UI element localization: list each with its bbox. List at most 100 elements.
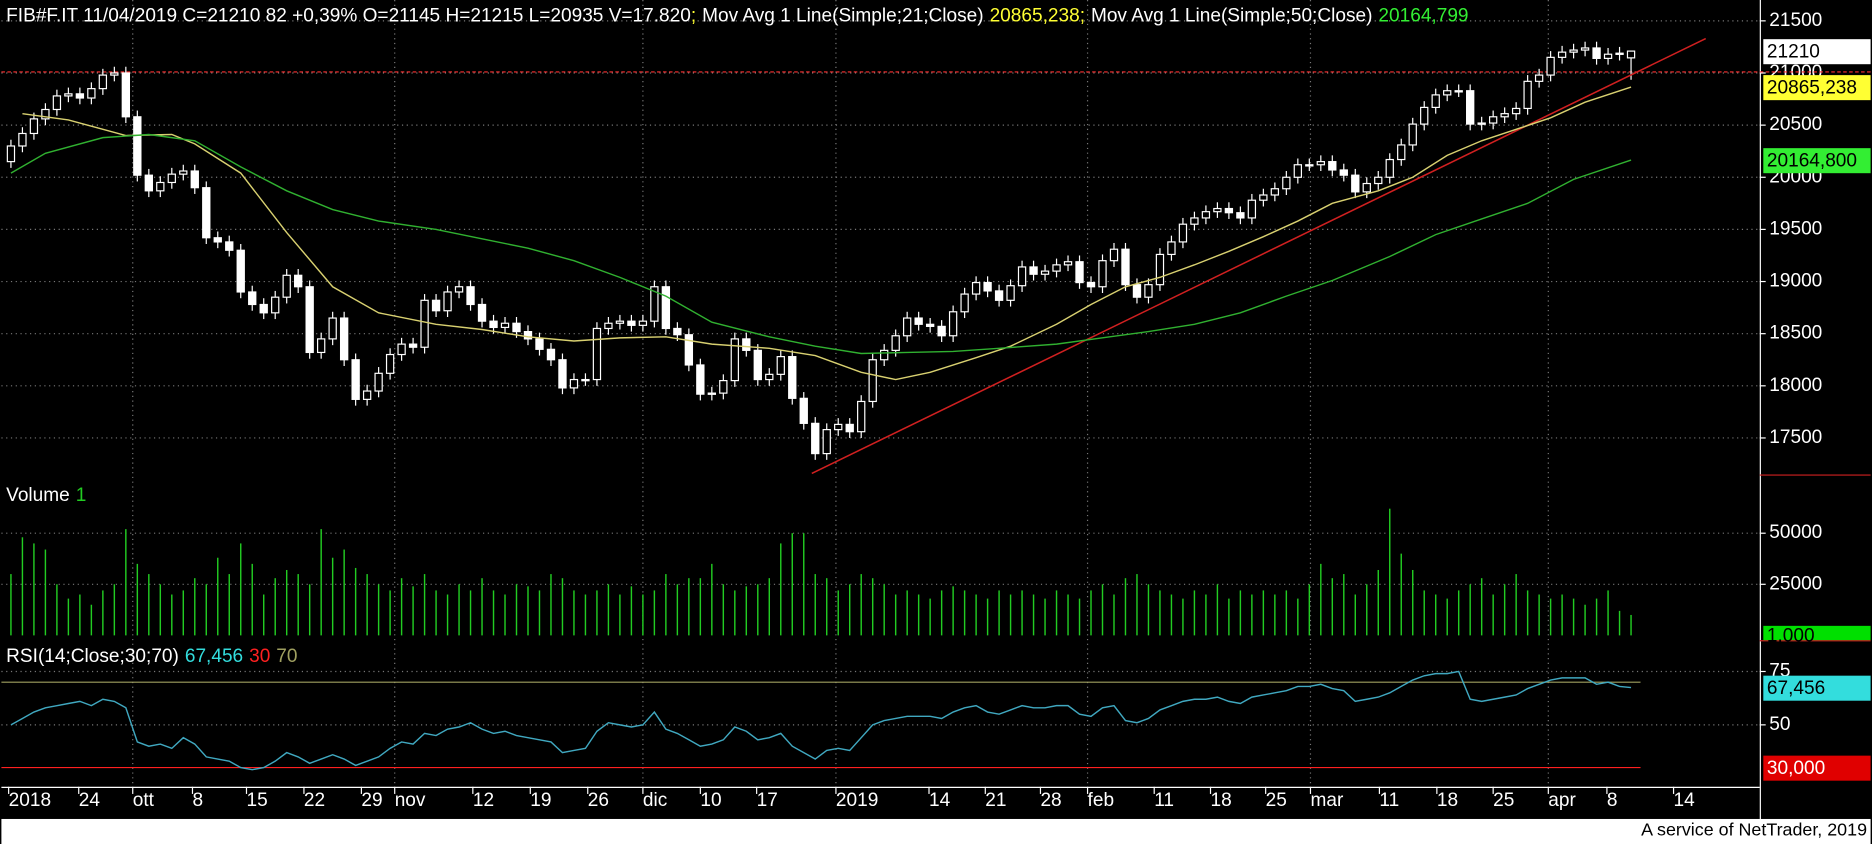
candle-body bbox=[696, 364, 705, 395]
candle-body bbox=[1305, 164, 1314, 167]
rsi-line bbox=[10, 670, 1632, 771]
volume-bar bbox=[642, 594, 644, 636]
candle-body bbox=[1029, 266, 1038, 275]
x-tick-label: 12 bbox=[473, 790, 494, 811]
candle-body bbox=[1132, 284, 1142, 298]
volume-bar bbox=[492, 590, 495, 636]
x-tick-label: mar bbox=[1310, 790, 1343, 811]
candle-body bbox=[144, 174, 153, 192]
volume-bar bbox=[1320, 563, 1322, 636]
x-tick-label: 25 bbox=[1266, 790, 1287, 811]
volume-bar bbox=[1561, 594, 1563, 636]
volume-bar bbox=[33, 543, 35, 636]
candle-body bbox=[1213, 207, 1222, 213]
candle-body bbox=[179, 170, 188, 175]
volume-bar bbox=[665, 574, 667, 636]
candle-body bbox=[765, 373, 774, 381]
volume-bar bbox=[837, 590, 839, 636]
volume-bar bbox=[711, 563, 713, 636]
volume-bar bbox=[757, 584, 759, 636]
rsi-box bbox=[1763, 675, 1871, 701]
footer: A service of NetTrader, 2019 bbox=[1641, 820, 1867, 840]
candle-body bbox=[167, 173, 176, 184]
volume-bar bbox=[1423, 590, 1425, 636]
candle-body bbox=[305, 286, 314, 354]
candle-body bbox=[374, 372, 383, 392]
candle-body bbox=[1155, 253, 1165, 286]
volume-bar bbox=[1044, 598, 1046, 636]
volume-bar bbox=[573, 590, 575, 636]
volume-bar bbox=[1182, 598, 1184, 636]
volume-bar bbox=[1262, 590, 1265, 636]
header-separator: ; bbox=[1080, 6, 1085, 27]
candle-body bbox=[362, 390, 372, 400]
rsi-name: RSI(14;Close;30;70) bbox=[6, 646, 179, 667]
candle-body bbox=[190, 170, 199, 189]
candle-body bbox=[1201, 211, 1211, 219]
candle-body bbox=[1592, 47, 1601, 59]
volume-value-label: 1.000 bbox=[1767, 626, 1815, 647]
candle-body bbox=[1270, 188, 1280, 196]
volume-bar bbox=[377, 584, 380, 636]
volume-bar bbox=[860, 574, 862, 636]
x-tick-label: 19 bbox=[530, 790, 551, 811]
x-tick-label: 11 bbox=[1379, 790, 1399, 811]
moving-average-line bbox=[10, 133, 1632, 355]
volume-bar bbox=[274, 578, 276, 636]
candle-body bbox=[925, 323, 935, 327]
volume-bar bbox=[285, 569, 288, 636]
candle-body bbox=[753, 349, 762, 381]
volume-bar bbox=[1055, 590, 1058, 636]
candle-body bbox=[742, 338, 751, 351]
volume-bar bbox=[998, 590, 1000, 636]
candle-body bbox=[1247, 199, 1257, 219]
volume-bar bbox=[1331, 578, 1334, 636]
x-tick-label: 11 bbox=[1154, 790, 1174, 811]
volume-bar bbox=[343, 549, 345, 636]
candle-body bbox=[1454, 90, 1463, 93]
volume-bar bbox=[136, 563, 139, 636]
volume-bar bbox=[975, 594, 977, 636]
volume-bar bbox=[963, 590, 966, 636]
y-tick-label: 50 bbox=[1769, 714, 1790, 735]
candle-body bbox=[592, 327, 602, 381]
candle-body bbox=[420, 299, 429, 348]
candle-body bbox=[891, 335, 900, 351]
x-tick-label: dic bbox=[643, 790, 668, 811]
candle-body bbox=[673, 327, 682, 336]
volume-bar bbox=[584, 594, 587, 636]
candle-body bbox=[799, 397, 808, 424]
volume-header: Volume 1 bbox=[6, 485, 86, 506]
candle-body bbox=[650, 286, 659, 322]
candle-body bbox=[316, 338, 326, 354]
volume-bar bbox=[1101, 584, 1104, 636]
candle-body bbox=[1086, 281, 1096, 288]
volume-bar bbox=[1274, 594, 1276, 636]
legend-name: Mov Avg 1 Line(Simple;50;Close) bbox=[1091, 6, 1373, 27]
candle-body bbox=[1109, 248, 1119, 262]
candle-body bbox=[156, 181, 165, 192]
x-tick-label: 29 bbox=[361, 790, 382, 811]
volume-bar bbox=[550, 574, 552, 636]
candle-body bbox=[937, 325, 946, 337]
last-price-box bbox=[1763, 39, 1871, 65]
candle-body bbox=[1431, 94, 1440, 108]
x-tick-label: 24 bbox=[79, 790, 101, 811]
candle-body bbox=[52, 95, 62, 111]
candle-body bbox=[1615, 52, 1624, 55]
candle-body bbox=[1351, 174, 1360, 193]
volume-value-box bbox=[1763, 625, 1871, 641]
candle-body bbox=[121, 72, 131, 118]
volume-bar bbox=[90, 604, 93, 636]
volume-bar bbox=[159, 584, 162, 636]
candle-body bbox=[408, 343, 418, 348]
volume-bar bbox=[906, 590, 908, 636]
volume-bar bbox=[366, 574, 368, 636]
volume-bar bbox=[389, 590, 391, 636]
candle-body bbox=[845, 423, 854, 433]
volume-bar bbox=[1170, 594, 1173, 636]
volume-bar bbox=[849, 584, 851, 636]
candle-body bbox=[87, 88, 96, 99]
volume-bar bbox=[768, 578, 771, 636]
candle-body bbox=[857, 400, 866, 433]
